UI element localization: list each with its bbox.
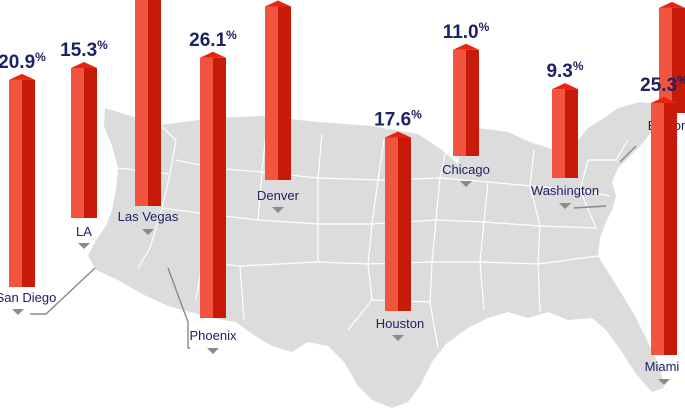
bar-la (71, 67, 84, 218)
bar-san-diego (9, 79, 22, 287)
bar-shade-washington (565, 89, 578, 178)
pointer-icon-san-diego (12, 309, 24, 315)
bar-top-washington (552, 83, 578, 90)
value-label-miami: 25.3% (640, 73, 685, 96)
city-marker-san-diego: 20.9% San Diego (0, 50, 56, 315)
value-label-washington: 9.3% (546, 59, 583, 82)
bar-chicago (453, 49, 466, 156)
value-unit-la: % (97, 38, 108, 52)
city-label-la: LA (76, 224, 92, 239)
bar-washington (552, 89, 565, 178)
city-marker-phoenix: 26.1% Phoenix (189, 28, 237, 354)
bar-denver (265, 6, 278, 181)
city-marker-denver: 17.6%Denver (257, 0, 300, 213)
city-label-houston: Houston (376, 316, 424, 331)
bar-phoenix (200, 57, 213, 318)
pointer-icon-las-vegas (142, 229, 154, 235)
city-marker-miami: 25.3% Miami (640, 73, 685, 385)
value-number-la: 15.3 (60, 40, 97, 61)
value-unit-phoenix: % (226, 28, 237, 42)
pointer-icon-washington (559, 203, 571, 209)
bar-shade-houston (398, 137, 411, 311)
bar-top-boston (659, 1, 685, 8)
bar-top-san-diego (9, 73, 35, 80)
bar-shade-boston (672, 7, 685, 114)
value-unit-chicago: % (479, 20, 490, 34)
city-label-phoenix: Phoenix (190, 328, 237, 343)
pointer-icon-la (78, 243, 90, 249)
city-label-las-vegas: Las Vegas (118, 209, 179, 224)
value-label-la: 15.3% (60, 38, 108, 61)
pointer-icon-chicago (460, 181, 472, 187)
value-label-boston: 10.9% (648, 0, 685, 1)
value-unit-houston: % (411, 107, 422, 121)
city-label-chicago: Chicago (442, 162, 490, 177)
callout-line-boston (619, 145, 637, 163)
city-marker-washington: 9.3% Washington (531, 59, 599, 209)
bar-las-vegas (135, 0, 148, 206)
pointer-icon-miami (658, 379, 670, 385)
bar-boston (659, 7, 672, 114)
bar-shade-denver (278, 6, 291, 181)
bar-shade-miami (664, 102, 677, 355)
callout-line-phoenix (167, 267, 190, 349)
callout-lines (30, 145, 637, 349)
bar-top-houston (385, 131, 411, 138)
bar-shade-chicago (466, 49, 479, 156)
value-label-phoenix: 26.1% (189, 28, 237, 51)
value-number-san-diego: 20.9 (0, 52, 35, 73)
value-label-houston: 17.6% (374, 107, 422, 130)
value-label-san-diego: 20.9% (0, 50, 46, 73)
pointer-icon-phoenix (207, 348, 219, 354)
bar-shade-phoenix (213, 57, 226, 318)
city-label-san-diego: San Diego (0, 290, 56, 305)
bar-houston (385, 137, 398, 311)
value-unit-miami: % (677, 73, 685, 87)
city-marker-las-vegas: 24.3%Las Vegas (118, 0, 179, 235)
value-number-phoenix: 26.1 (189, 30, 226, 51)
value-label-chicago: 11.0% (443, 20, 490, 43)
city-label-miami: Miami (645, 359, 680, 374)
city-label-washington: Washington (531, 183, 599, 198)
city-marker-houston: 17.6% Houston (374, 107, 424, 341)
city-label-denver: Denver (257, 188, 300, 203)
bar-shade-las-vegas (148, 0, 161, 206)
value-number-boston: 10.9 (648, 0, 685, 1)
bar-top-la (71, 61, 97, 68)
pointer-icon-denver (272, 207, 284, 213)
bar-top-phoenix (200, 51, 226, 58)
value-unit-san-diego: % (35, 50, 46, 64)
us-land-shape (88, 102, 668, 408)
bar-shade-la (84, 67, 97, 218)
bar-top-miami (651, 96, 677, 103)
value-number-chicago: 11.0 (443, 22, 479, 43)
us-map (88, 102, 668, 408)
bar-shade-san-diego (22, 79, 35, 287)
callout-line-washington (573, 205, 607, 209)
bar-top-denver (265, 0, 291, 7)
value-unit-washington: % (573, 59, 584, 73)
city-marker-chicago: 11.0% Chicago (442, 20, 490, 187)
callout-line-san-diego (30, 267, 96, 315)
value-number-miami: 25.3 (640, 75, 677, 96)
bar-top-chicago (453, 43, 479, 50)
value-number-washington: 9.3 (546, 61, 572, 82)
city-marker-la: 15.3% LA (60, 38, 108, 249)
pointer-icon-houston (392, 335, 404, 341)
value-number-houston: 17.6 (374, 109, 411, 130)
bar-miami (651, 102, 664, 355)
